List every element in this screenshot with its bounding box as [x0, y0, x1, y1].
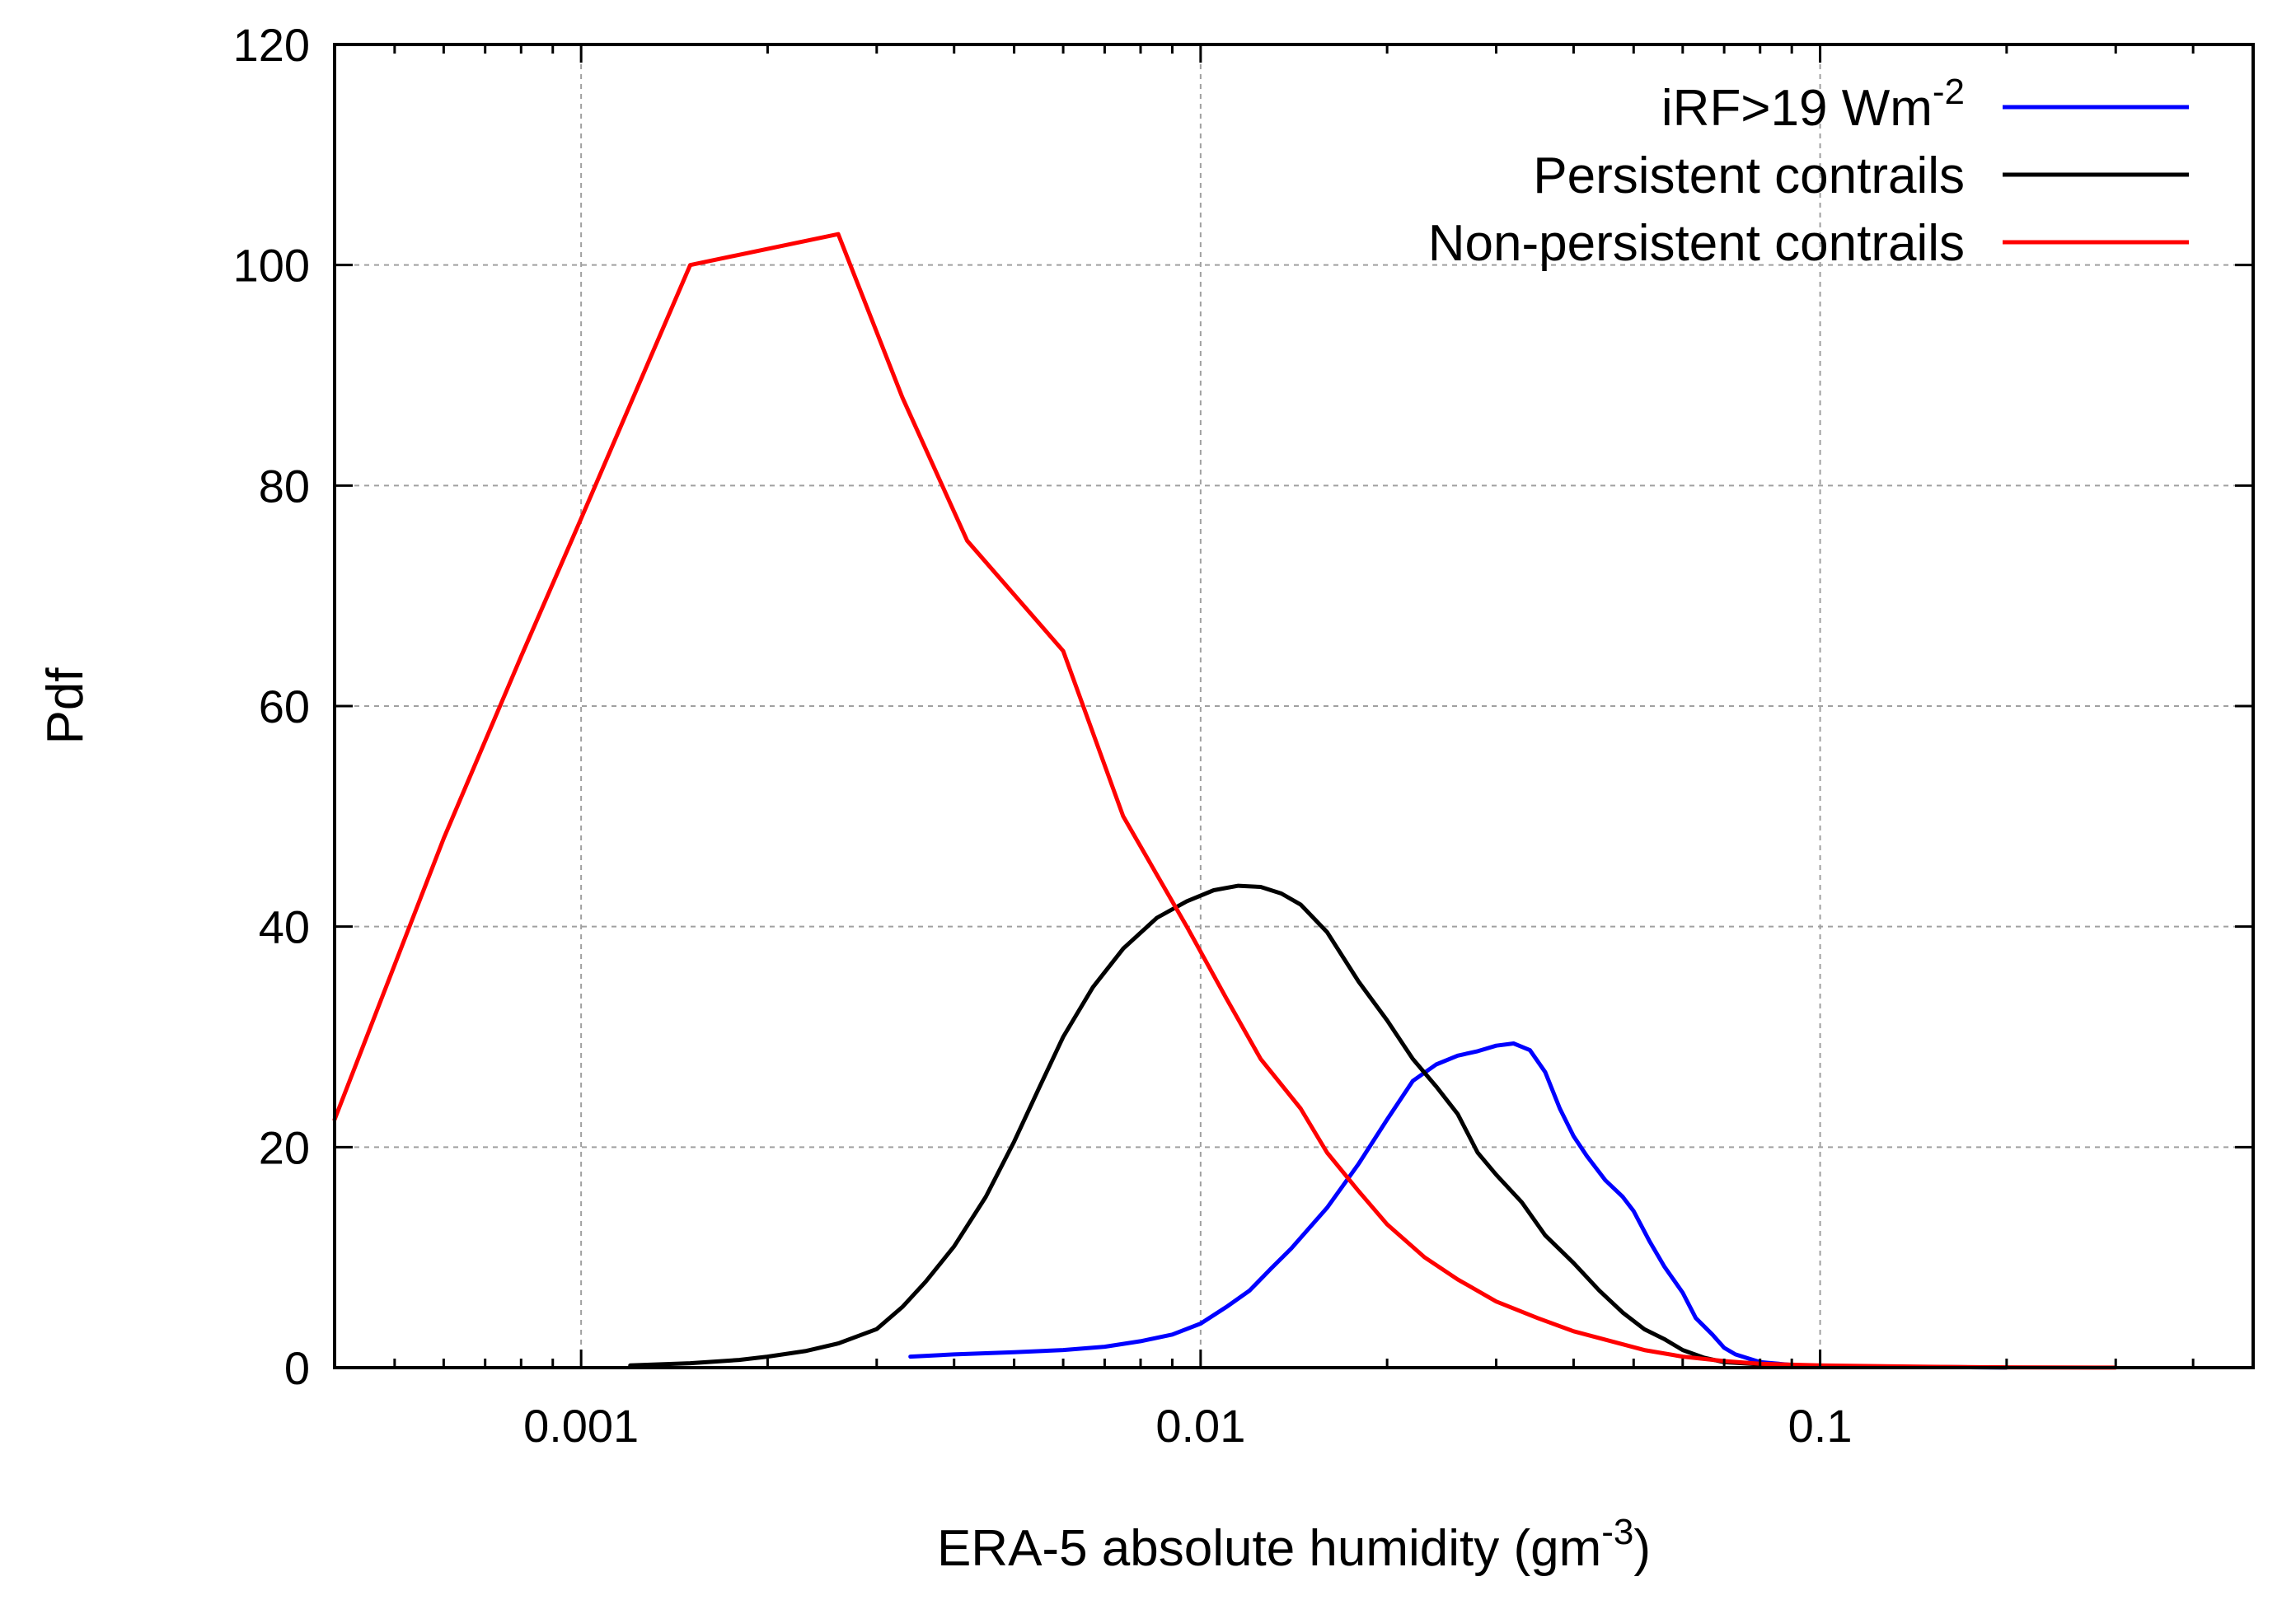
x-axis-title-superscript: -3	[1601, 1512, 1633, 1552]
y-tick-label: 60	[259, 681, 310, 732]
series-line-1	[628, 883, 2009, 1370]
x-tick-label: 0.001	[523, 1400, 639, 1452]
y-tick-label: 100	[233, 240, 310, 292]
legend: iRF>19 Wm-2 Persistent contrails Non-per…	[1428, 72, 2189, 272]
legend-entry-irf: iRF>19 Wm-2	[1661, 72, 2189, 137]
y-tick-label: 40	[259, 901, 310, 953]
x-tick-label: 0.1	[1788, 1400, 1853, 1452]
legend-label-non-persistent: Non-persistent contrails	[1428, 215, 1965, 272]
y-axis-title: Pdf	[37, 667, 94, 745]
legend-entry-non-persistent: Non-persistent contrails	[1428, 215, 2189, 272]
y-tick-label: 20	[259, 1121, 310, 1173]
legend-label-irf: iRF>19 Wm-2	[1661, 72, 1965, 137]
axis-ticks	[335, 43, 2253, 1369]
x-axis-title: ERA-5 absolute humidity (gm-3)	[937, 1512, 1651, 1577]
series-line-0	[908, 1041, 2009, 1370]
legend-label-persistent: Persistent contrails	[1533, 147, 1965, 204]
x-tick-labels: 0.001 0.01 0.1	[523, 1400, 1852, 1452]
grid-lines	[335, 44, 2253, 1368]
y-tick-label: 120	[233, 19, 310, 71]
series-line-2	[332, 232, 2118, 1370]
y-tick-labels: 0 20 40 60 80 100 120	[233, 19, 310, 1394]
plot-series	[332, 232, 2118, 1370]
y-tick-label: 80	[259, 460, 310, 512]
legend-entry-persistent: Persistent contrails	[1533, 147, 2189, 204]
legend-label-irf-superscript: -2	[1933, 72, 1965, 112]
y-tick-label: 0	[284, 1342, 310, 1394]
x-tick-label: 0.01	[1155, 1400, 1245, 1452]
